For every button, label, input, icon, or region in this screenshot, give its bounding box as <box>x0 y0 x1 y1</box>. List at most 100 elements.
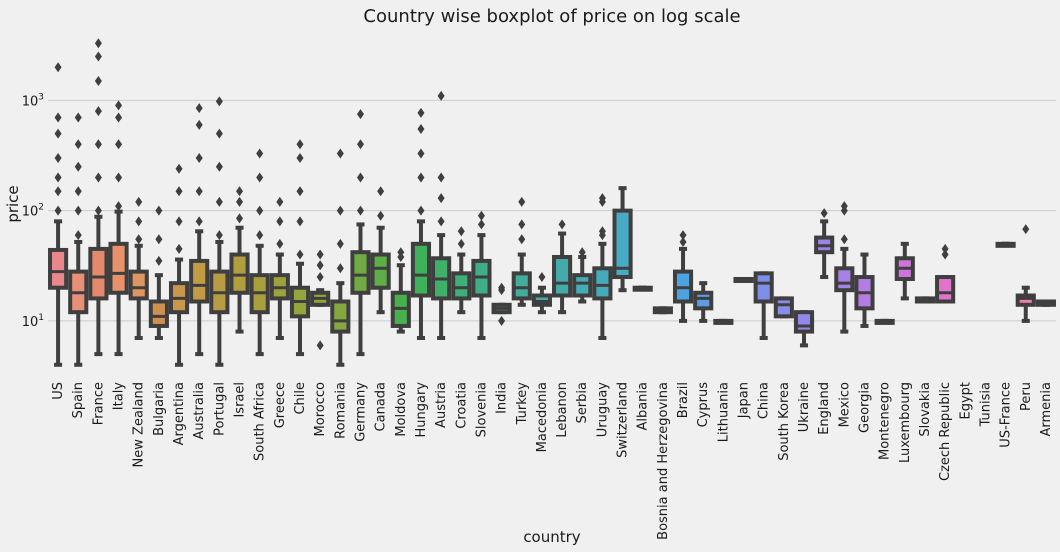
box-hungary <box>410 107 432 340</box>
x-tick-label: Uruguay <box>595 382 610 438</box>
iqr-box <box>108 241 129 295</box>
iqr-box <box>189 258 210 304</box>
box-macedonia <box>531 272 552 315</box>
x-axis-label: country <box>523 528 580 546</box>
outlier-point <box>518 234 526 245</box>
y-axis-label: price <box>4 185 22 222</box>
x-tick-label: Albania <box>636 382 651 431</box>
outlier-point <box>115 139 123 150</box>
x-tick-label: Luxembourg <box>898 382 913 463</box>
outlier-point <box>417 172 425 183</box>
outlier-point <box>94 106 102 117</box>
outlier-point <box>296 186 304 197</box>
outlier-point <box>336 205 344 216</box>
outlier-point <box>437 90 445 101</box>
box-bulgaria <box>148 205 169 340</box>
y-tick-label: 101 <box>22 313 44 330</box>
box-south-korea <box>773 296 794 319</box>
iqr-box <box>1015 293 1036 307</box>
outlier-point <box>74 112 82 123</box>
outlier-point <box>840 234 848 245</box>
x-tick-label: Croatia <box>454 382 469 429</box>
outlier-point <box>820 208 828 219</box>
iqr-box <box>793 310 815 334</box>
outlier-point <box>336 148 344 159</box>
box-brazil <box>672 230 694 323</box>
outlier-point <box>54 128 62 139</box>
x-tick-label: Austria <box>434 382 449 428</box>
box-uruguay <box>592 193 613 340</box>
iqr-box <box>552 254 573 298</box>
y-tick-label: 103 <box>22 92 44 109</box>
outlier-point <box>518 196 526 207</box>
x-tick-label: Bulgaria <box>152 382 167 436</box>
outlier-point <box>437 193 445 204</box>
iqr-box <box>148 299 169 328</box>
outlier-point <box>215 128 223 139</box>
outlier-point <box>175 216 183 227</box>
outlier-point <box>457 226 465 237</box>
box-china <box>753 271 774 340</box>
outlier-point <box>356 205 364 216</box>
outlier-point <box>135 234 143 245</box>
box-south-africa <box>249 148 270 357</box>
box-montenegro <box>874 318 895 325</box>
x-tick-label: Turkey <box>515 382 530 426</box>
box-us-france <box>995 241 1016 248</box>
outlier-point <box>74 205 82 216</box>
outlier-point <box>155 234 163 245</box>
iqr-box <box>410 241 432 298</box>
outlier-point <box>175 243 183 254</box>
box-czech-republic <box>935 243 956 304</box>
outlier-point <box>54 153 62 164</box>
outlier-point <box>941 243 949 254</box>
x-tick-label: Serbia <box>575 382 590 423</box>
box-morocco <box>310 249 331 351</box>
outlier-point <box>236 213 244 224</box>
outlier-point <box>679 236 687 247</box>
outlier-point <box>336 263 344 274</box>
box-cyprus <box>693 281 714 323</box>
x-tick-label: Bosnia and Herzegovina <box>656 382 671 540</box>
box-austria <box>431 90 452 340</box>
outlier-point <box>256 148 264 159</box>
x-tick-label: Romania <box>333 382 348 439</box>
box-layer <box>48 38 1056 367</box>
box-spain <box>68 112 89 367</box>
x-tick-label: Canada <box>374 382 389 431</box>
outlier-point <box>74 139 82 150</box>
x-tick-label: Peru <box>1019 382 1034 411</box>
box-bosnia-and-herzegovina <box>652 306 673 315</box>
box-armenia <box>1035 299 1056 307</box>
box-portugal <box>209 96 230 367</box>
box-serbia <box>572 247 593 304</box>
outlier-point <box>175 163 183 174</box>
outlier-point <box>94 205 102 216</box>
outlier-point <box>236 186 244 197</box>
outlier-point <box>195 103 203 114</box>
box-mexico <box>834 201 855 334</box>
outlier-point <box>397 247 405 258</box>
x-tick-label: Armenia <box>1039 382 1054 437</box>
x-tick-label: Australia <box>192 382 207 440</box>
outlier-point <box>215 230 223 241</box>
box-france <box>88 38 109 357</box>
outlier-point <box>296 216 304 227</box>
box-lithuania <box>713 318 734 325</box>
outlier-point <box>538 272 546 283</box>
outlier-point <box>256 205 264 216</box>
box-croatia <box>451 226 472 315</box>
outlier-point <box>498 282 506 293</box>
outlier-point <box>276 216 284 227</box>
x-tick-label: Germany <box>353 382 368 442</box>
x-tick-label: France <box>91 382 106 425</box>
x-tick-label: Morocco <box>313 382 328 436</box>
outlier-point <box>135 196 143 207</box>
outlier-point <box>94 172 102 183</box>
box-switzerland <box>612 186 633 293</box>
outlier-point <box>155 255 163 266</box>
x-tick-label: Greece <box>273 382 288 428</box>
iqr-box <box>451 271 472 301</box>
x-tick-label: South Korea <box>777 382 792 461</box>
outlier-point <box>215 196 223 207</box>
